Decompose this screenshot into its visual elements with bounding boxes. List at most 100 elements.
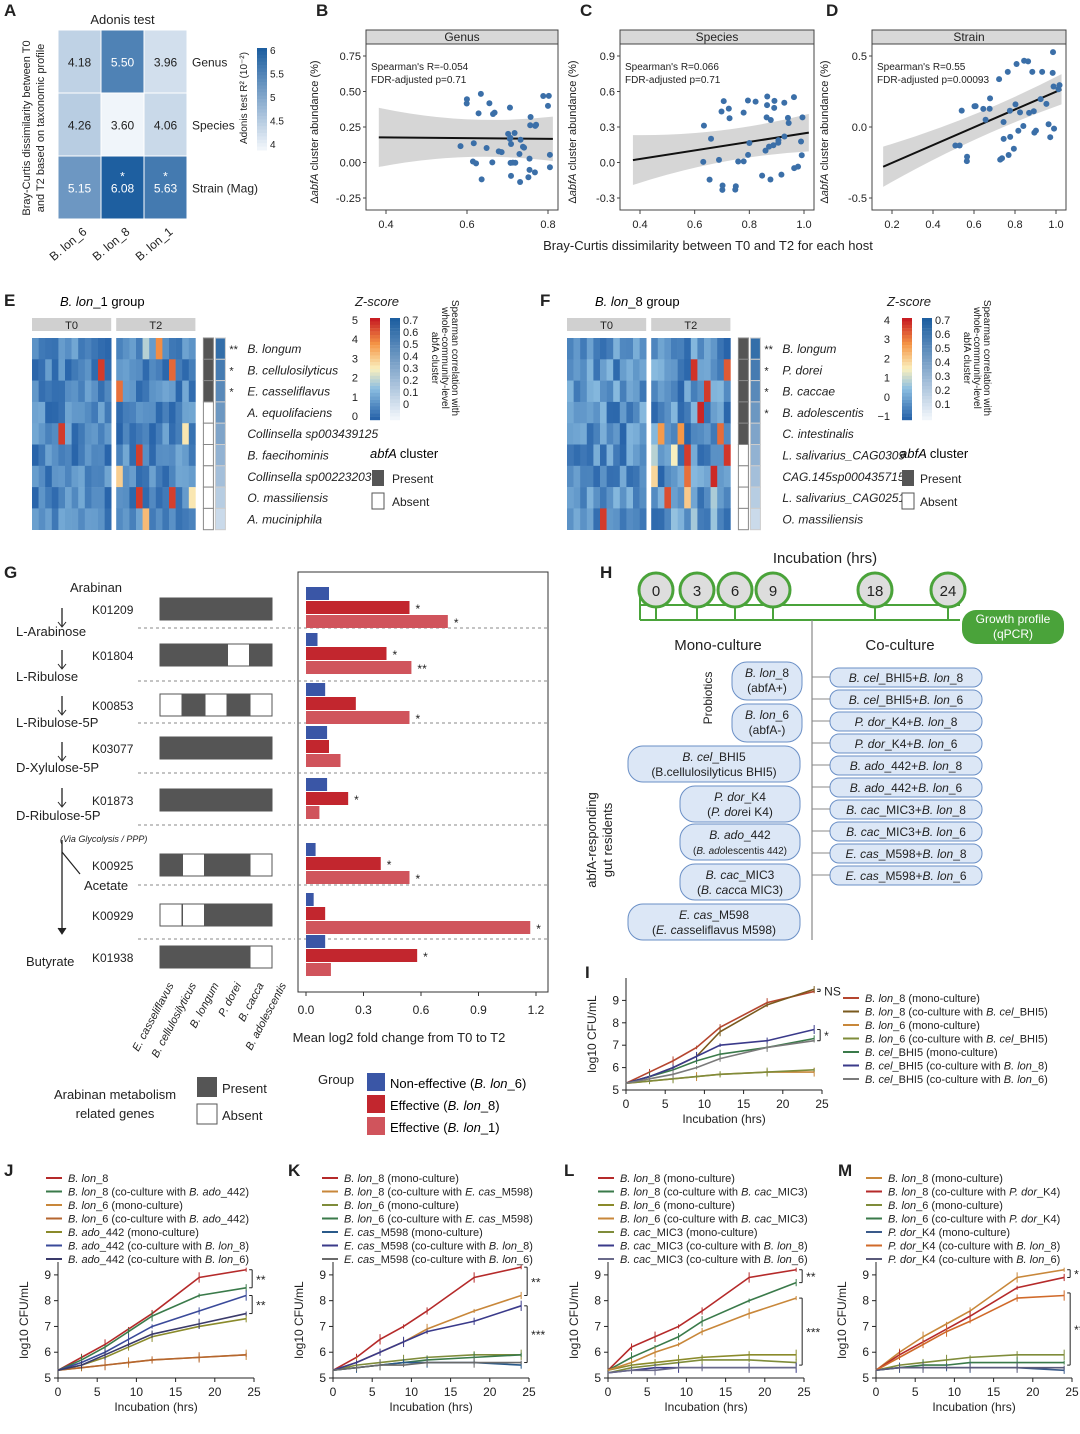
time-point-label: 9: [769, 583, 777, 600]
scatter-point: [982, 116, 989, 123]
metabolite-label: L-Arabinose: [16, 624, 86, 639]
arrow-head: [57, 663, 67, 670]
scatter-point: [1017, 109, 1024, 116]
co-culture-label: B. cac_MIC3+B. lon_6: [846, 825, 966, 839]
heatmap-cell: [143, 92, 188, 157]
heatmap-cell: [116, 487, 124, 509]
legend-label: P. dor_K4 (co-culture with B. lon_8): [888, 1241, 1060, 1253]
co-culture-label: E. cas_M598+B. lon_6: [845, 869, 966, 883]
heatmap-cell: [717, 508, 725, 530]
scatter-point: [521, 144, 528, 151]
x-tick-label: 20: [1026, 1385, 1040, 1399]
time-point: [678, 571, 716, 609]
co-culture-label: B. cel_BHI5+B. lon_6: [849, 693, 964, 707]
zscale-step: [370, 365, 380, 370]
presence-cell: [202, 465, 214, 488]
scatter-point: [785, 120, 792, 127]
cscale-tick: 0.7: [935, 315, 950, 327]
zscale-step: [902, 324, 912, 329]
mono-strain-full: (P. dorei K4): [707, 805, 773, 819]
metabolite-label: L-Ribulose-5P: [16, 715, 98, 730]
zscale-step: [370, 372, 380, 376]
zscale-step: [902, 392, 912, 397]
heatmap-cell: [98, 423, 105, 445]
time-point: [856, 571, 894, 609]
cscale-step: [390, 375, 400, 380]
metabolite-label: Acetate: [84, 878, 128, 893]
metabolite-label: L-Ribulose: [16, 669, 78, 684]
colorbar-step: [257, 119, 267, 124]
zscale-tick: 2: [352, 373, 358, 385]
y-tick-label: 5: [612, 1083, 619, 1097]
heatmap-cell: [91, 444, 99, 467]
y-tick-label: 8: [44, 1294, 51, 1308]
zscale-tick: 1: [884, 373, 890, 385]
heatmap-row-label: Genus: [192, 56, 227, 70]
heatmap-cell: [633, 465, 640, 488]
heatmap-cell: [567, 380, 574, 403]
heatmap-cell: [619, 487, 627, 509]
y-axis-label: ΔabfA cluster abundance (%): [567, 60, 579, 203]
zscale-tick: 0: [352, 411, 358, 423]
gene-presence-cell: [249, 945, 273, 969]
scatter-point: [767, 176, 774, 183]
heatmap-cell: [188, 380, 196, 403]
heatmap-cell: [697, 444, 705, 467]
correlation-cell: [214, 507, 226, 531]
species-label: A. muciniphila: [246, 512, 322, 526]
scatter-point: [1037, 96, 1044, 103]
heatmap-cell: [704, 465, 711, 488]
heatmap-cell: [639, 359, 647, 381]
heatmap-cell: [606, 508, 614, 530]
zscale-step: [902, 399, 912, 404]
heatmap-cell: [136, 423, 143, 445]
heatmap-cell: [677, 423, 685, 445]
heatmap-cell: [664, 380, 672, 403]
cscale-step: [390, 355, 400, 359]
gene-presence-cell: [159, 736, 183, 760]
cscale-step: [390, 372, 400, 376]
heatmap-col-label: B. lon_6: [47, 224, 90, 263]
heatmap-cell: [188, 338, 196, 360]
y-tick-label: 8: [862, 1294, 869, 1308]
x-tick-label: 25: [522, 1385, 536, 1399]
gene-presence-cell: [204, 903, 228, 927]
correlation-cell: [214, 465, 226, 488]
heatmap-cell: [175, 444, 183, 467]
heatmap-cell: [710, 487, 718, 509]
heatmap-cell: [58, 423, 66, 445]
scatter-point: [475, 110, 482, 117]
heatmap-cell: [188, 508, 196, 530]
panel-letter-G: G: [4, 563, 17, 582]
heatmap-cell: [633, 338, 640, 360]
heatmap-cell: [697, 359, 705, 381]
heatmap-cell: [45, 380, 53, 403]
cscale-step: [390, 369, 400, 373]
scatter-point: [1055, 86, 1062, 93]
heatmap-cell: [593, 401, 601, 424]
heatmap-cell: [84, 508, 92, 530]
heatmap-cell: [84, 380, 92, 403]
legend-label: B. lon_6 (co-culture with B. cac_MIC3): [620, 1214, 808, 1226]
heatmap-cell: [91, 401, 99, 424]
scatter-point: [790, 94, 797, 101]
gene-presence-cell: [249, 903, 273, 927]
x-tick-label: 1.0: [1048, 219, 1063, 231]
cscale-step: [390, 338, 400, 342]
heatmap-cell: [51, 423, 59, 445]
residents-label: abfA-responding: [584, 792, 599, 887]
presence-cell: [737, 358, 749, 382]
heatmap-cell: [593, 508, 601, 530]
presence-cell: [737, 401, 749, 424]
heatmap-cell: [65, 380, 72, 403]
scatter-point: [781, 133, 788, 140]
heatmap-cell: [58, 359, 66, 381]
x-tick-label: 15: [719, 1385, 733, 1399]
heatmap-cell: [664, 423, 672, 445]
heatmap-cell: [664, 338, 672, 360]
growth-line: [625, 990, 815, 1085]
zscale-step: [902, 341, 912, 346]
heatmap-cell: [122, 380, 130, 403]
heatmap-cell: [162, 423, 170, 445]
cscale-tick: 0.2: [935, 385, 950, 397]
